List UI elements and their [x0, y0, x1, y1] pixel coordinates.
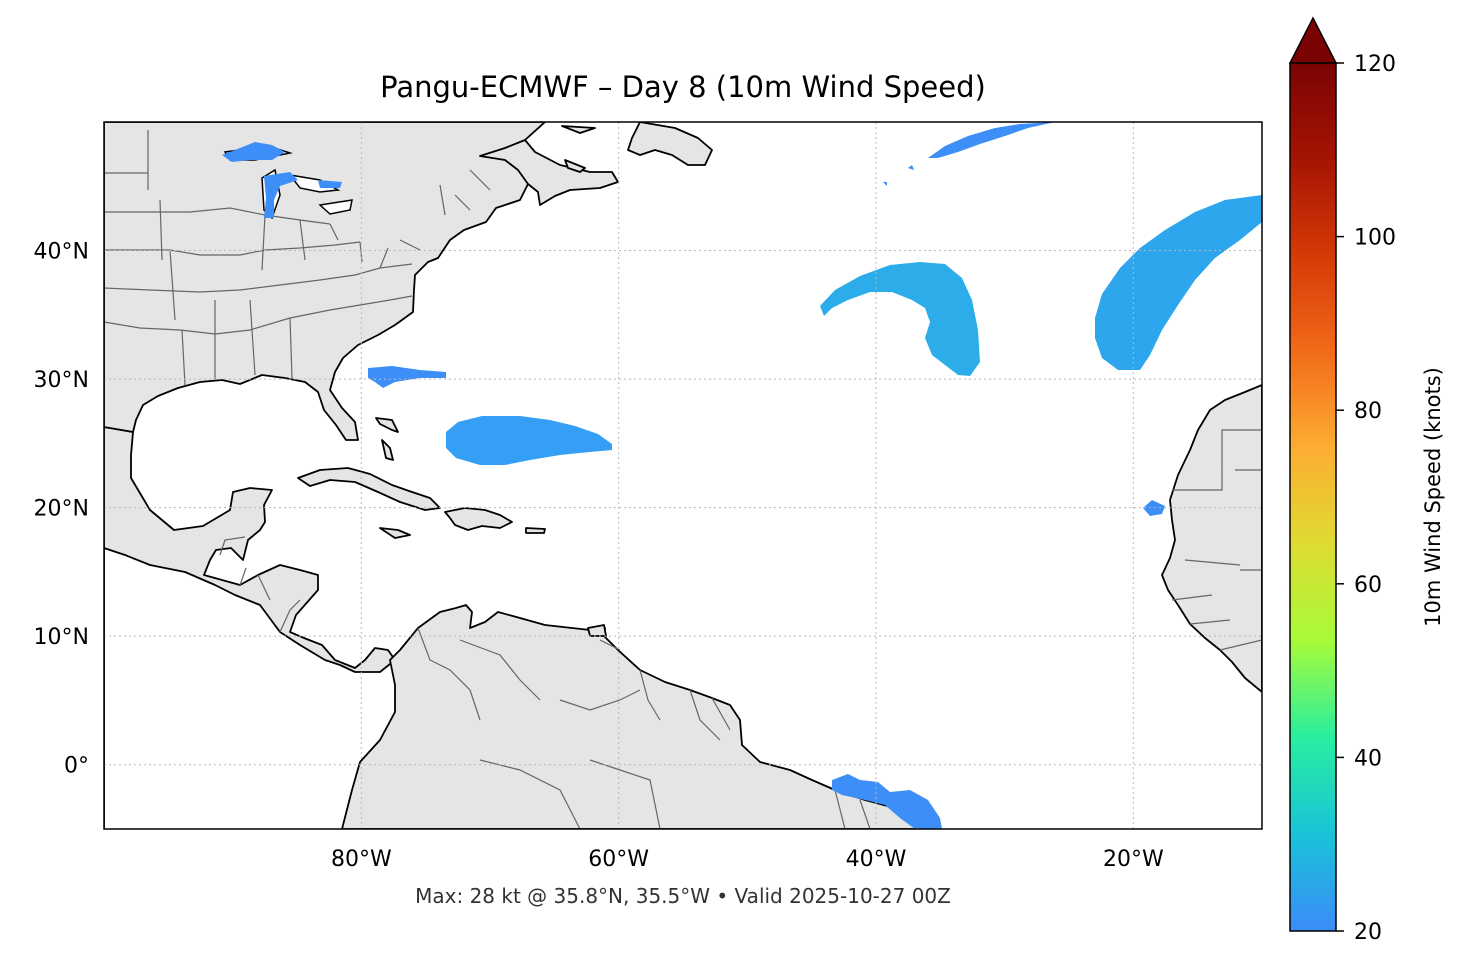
- wind-speed-fields: [222, 122, 1262, 829]
- lon-tick-label: 60°W: [588, 847, 649, 872]
- colorbar-tick-label: 120: [1354, 52, 1396, 77]
- colorbar-tick-label: 40: [1354, 746, 1382, 771]
- wind-field-off-brazil: [832, 774, 942, 829]
- colorbar-tick-label: 80: [1354, 399, 1382, 424]
- colorbar-gradient: [1289, 62, 1337, 932]
- wind-field-off-carolinas: [368, 366, 446, 388]
- lat-tick-label: 10°N: [34, 625, 89, 650]
- bahamas-island-a: [375, 417, 399, 433]
- colorbar-extend-arrow: [1288, 16, 1338, 64]
- lat-tick-label: 0°: [64, 754, 89, 779]
- jamaica-island: [379, 527, 411, 539]
- lat-tick-label: 20°N: [34, 497, 89, 522]
- wind-field-mid-atlantic-hook: [820, 262, 980, 376]
- lon-tick-label: 80°W: [331, 847, 392, 872]
- longitude-axis: 80°W 60°W 40°W 20°W: [331, 847, 1164, 872]
- colorbar-tick-label: 60: [1354, 573, 1382, 598]
- map-title: Pangu-ECMWF – Day 8 (10m Wind Speed): [380, 70, 986, 104]
- nova-scotia: [479, 139, 619, 206]
- wind-field-great-lakes: [222, 142, 342, 218]
- colorbar: 20 40 60 80 100 120 10m Wind Speed (knots): [1288, 16, 1445, 945]
- lat-tick-label: 40°N: [34, 240, 89, 265]
- hispaniola-island: [444, 507, 513, 531]
- map-panel[interactable]: [103, 121, 1263, 830]
- africa-landmass: [1161, 384, 1262, 693]
- wind-field-east-atlantic-band: [1095, 195, 1262, 370]
- lon-tick-label: 40°W: [846, 847, 907, 872]
- lat-tick-label: 30°N: [34, 368, 89, 393]
- colorbar-tick-label: 20: [1354, 920, 1382, 945]
- max-wind-footer: Max: 28 kt @ 35.8°N, 35.5°W • Valid 2025…: [415, 884, 951, 908]
- colorbar-tick-label: 100: [1354, 226, 1396, 251]
- newfoundland: [627, 122, 713, 166]
- lon-tick-label: 20°W: [1103, 847, 1164, 872]
- latitude-axis: 40°N 30°N 20°N 10°N 0°: [34, 240, 89, 779]
- trinidad-island: [587, 624, 607, 637]
- us-east-coast: [104, 122, 546, 441]
- puerto-rico-island: [525, 527, 546, 534]
- wind-field-near-bahamas: [446, 416, 612, 465]
- political-borders: [104, 130, 1262, 829]
- pei-island: [564, 159, 586, 173]
- gridlines: [104, 122, 1262, 829]
- map-frame: [103, 121, 1263, 830]
- land-layer: [104, 122, 1262, 829]
- colorbar-ticks: 20 40 60 80 100 120: [1336, 52, 1396, 945]
- anticosti-island: [561, 125, 596, 134]
- colorbar-label: 10m Wind Speed (knots): [1421, 367, 1445, 627]
- bahamas-island-b: [381, 439, 394, 461]
